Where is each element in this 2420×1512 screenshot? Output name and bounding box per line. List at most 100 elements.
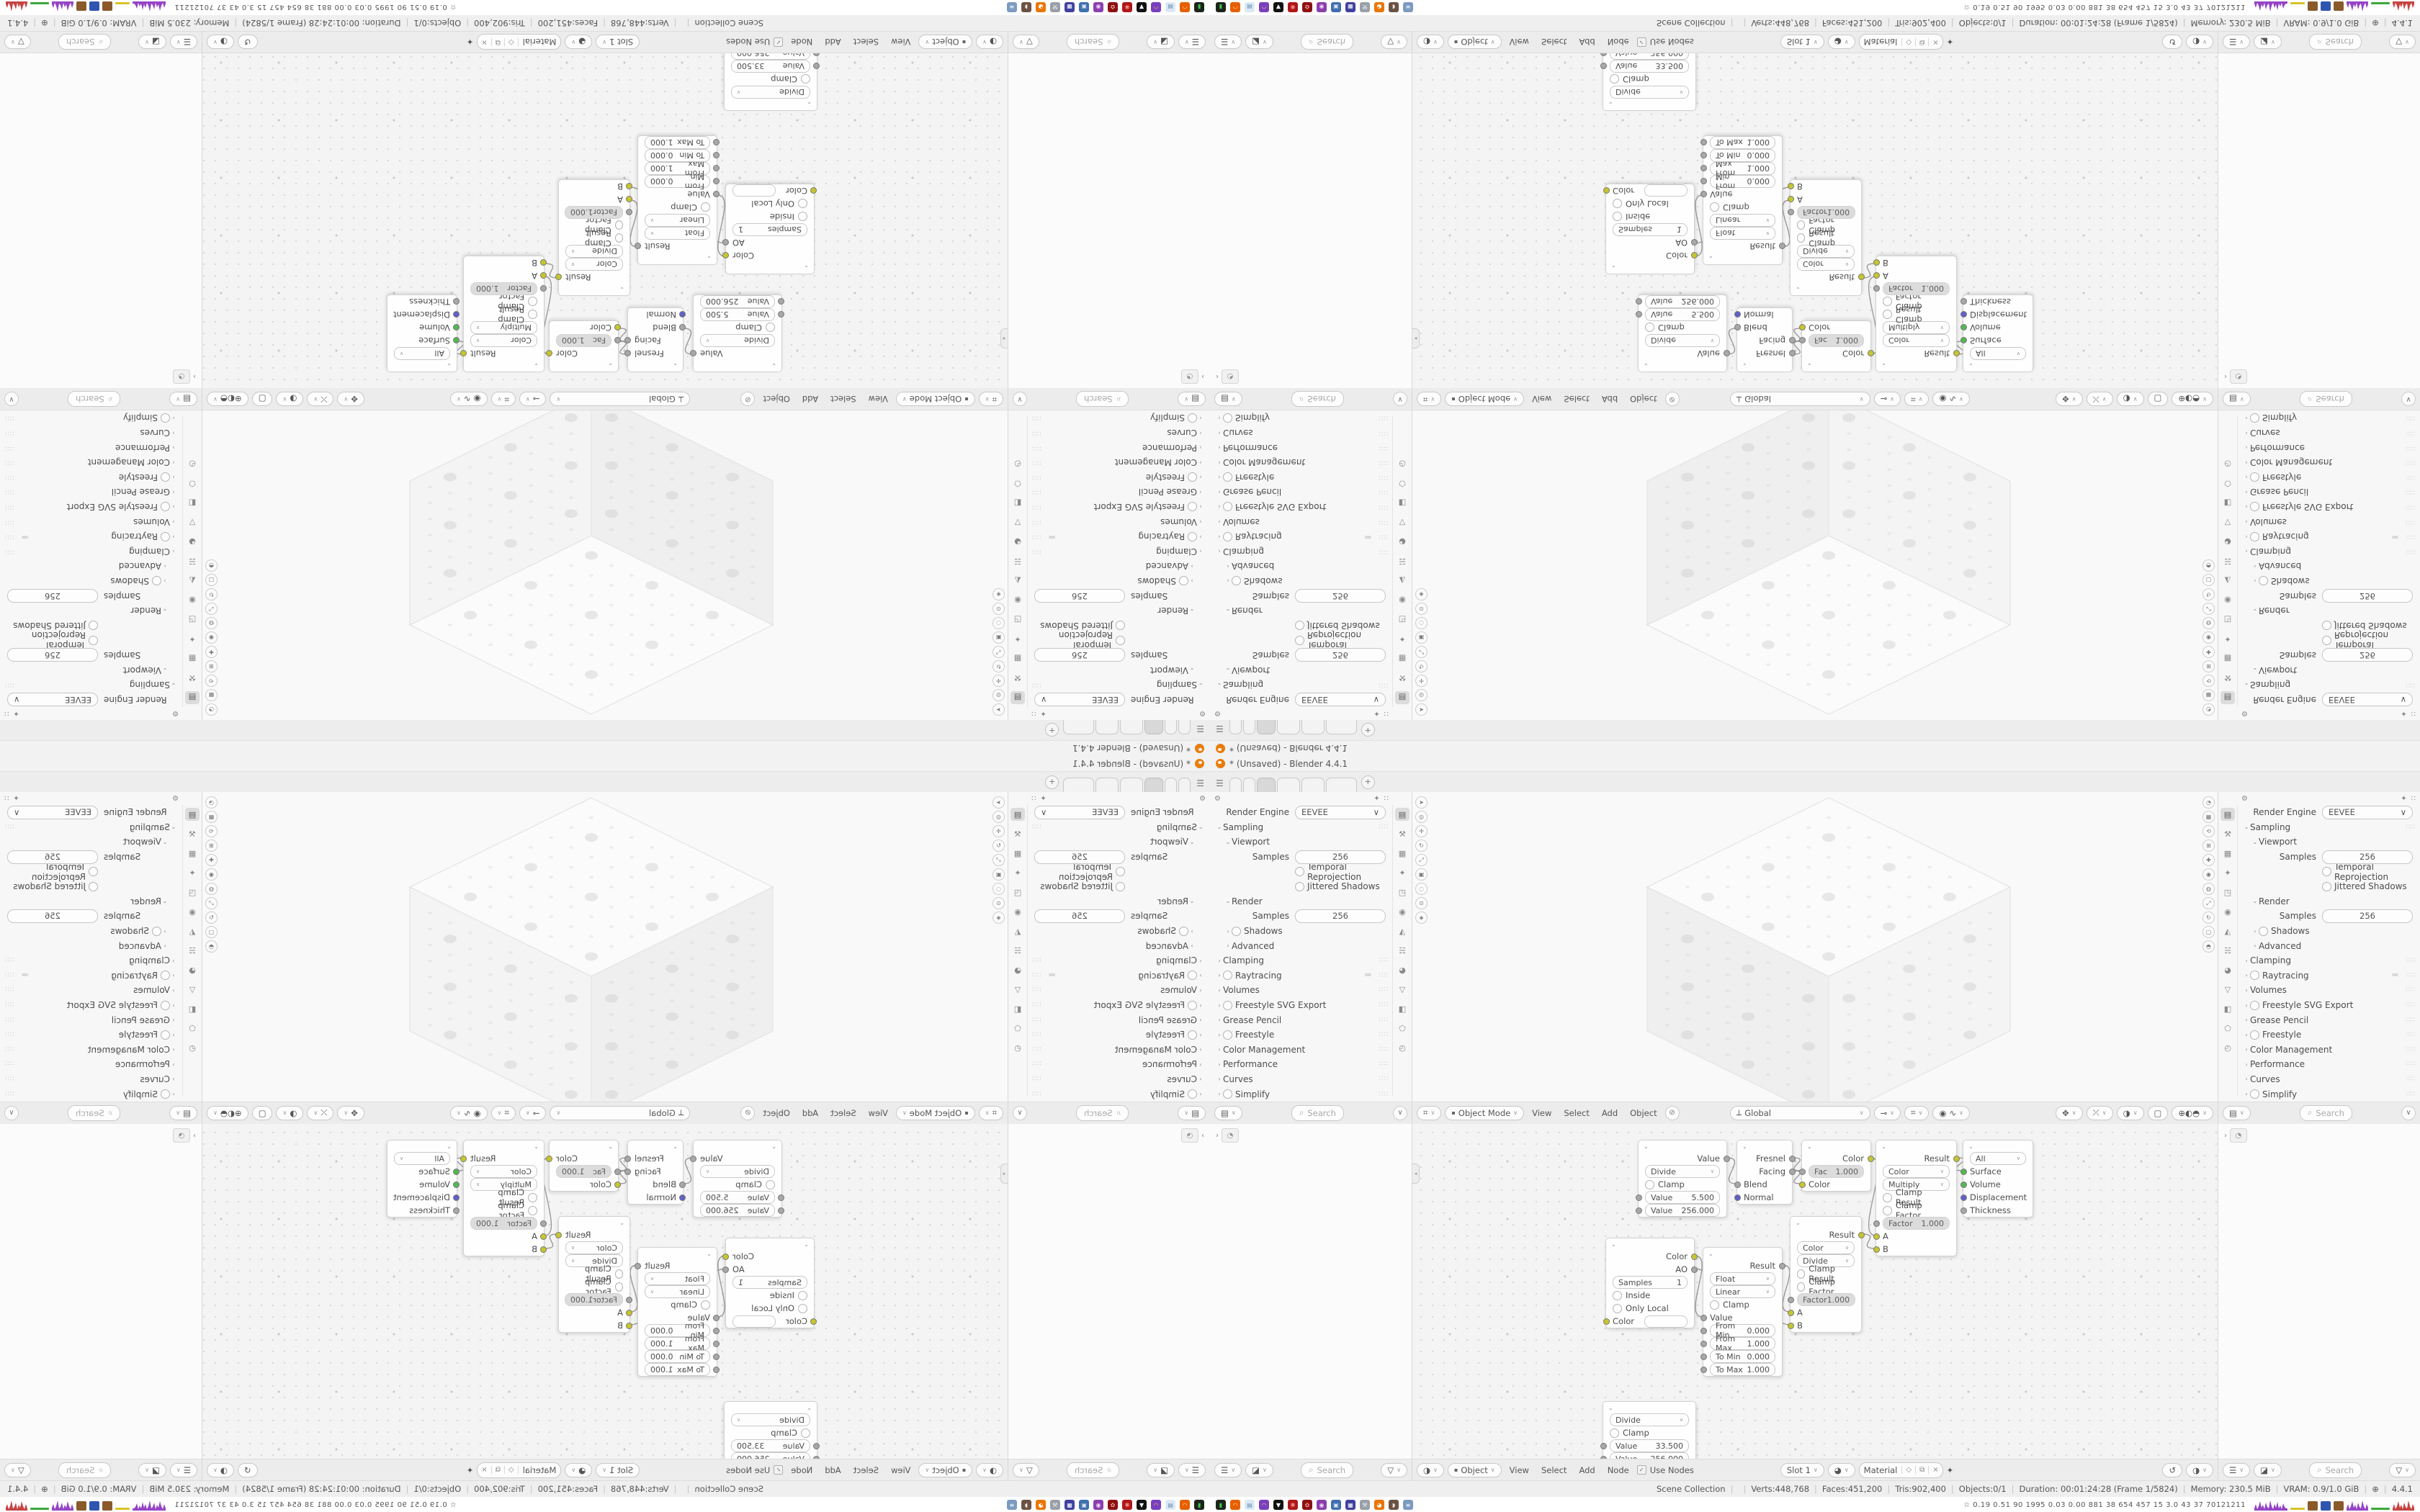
number-field[interactable]: Value 256.000 (1610, 1452, 1689, 1459)
shader-editor[interactable]: ◂ ⌄ Value Divide ∨ Clamp Value 5.500 Value 256.00… (202, 32, 1008, 388)
input-socket[interactable] (813, 1455, 820, 1459)
property-row[interactable]: › Clamping ∷∷ (1210, 953, 1393, 968)
property-row[interactable]: › Shadows (0, 574, 183, 589)
caret-right-icon[interactable]: › (172, 548, 175, 555)
output-socket[interactable] (722, 1266, 730, 1273)
shader-node-invert[interactable]: ⌄ Color Fac 1.000 Color (546, 1140, 622, 1192)
property-row[interactable]: › Volumes ∷∷ (1027, 514, 1210, 529)
node-dropdown[interactable]: Divide ∨ (1797, 1254, 1855, 1267)
caret-right-icon[interactable]: › (2245, 986, 2248, 994)
shader-node-lw[interactable]: ⌄ Fresnel Facing Blend Normal (624, 307, 686, 372)
field-value[interactable]: 256 (1034, 648, 1125, 662)
shader-node-math1[interactable]: ⌄ Value Divide ∨ Clamp Value 5.500 Value 256.000 (690, 294, 785, 372)
shader-node-ao[interactable]: ⌄ Color AO Samples 1 Inside Only Local Color (1603, 1238, 1698, 1328)
output-socket[interactable] (722, 239, 730, 246)
node-checkbox[interactable]: Inside (770, 212, 807, 222)
mode-dropdown[interactable]: ▪ Object Mode ∨ (895, 1105, 975, 1120)
pin-icon[interactable]: ✦ (466, 1464, 474, 1475)
orientation-dropdown[interactable]: ⟂ Global ∨ (1729, 1105, 1870, 1120)
mode-dropdown[interactable]: ▪ Object Mode ∨ (1445, 392, 1525, 407)
number-field[interactable]: Value 5.500 (700, 308, 775, 321)
section-checkbox[interactable] (1179, 576, 1188, 586)
caret-right-icon[interactable]: › (1191, 562, 1193, 570)
property-row[interactable]: › Advanced (1027, 559, 1210, 574)
field-value[interactable]: 256 (1295, 909, 1386, 923)
field-value[interactable]: 256 (1034, 850, 1125, 864)
output-socket[interactable] (690, 1155, 697, 1162)
checkbox[interactable] (89, 635, 98, 645)
vector-app-app-icon[interactable]: ▼ (1273, 2, 1283, 12)
property-row[interactable]: › Simplify ∷∷ (1210, 410, 1393, 426)
outliner-row[interactable]: › ◔ (1210, 369, 1412, 388)
property-row[interactable]: › Raytracing ≔ ∷∷ (2237, 529, 2420, 544)
text-editor-app-icon[interactable]: ▤ (1245, 1500, 1255, 1510)
property-row[interactable]: › Performance ∷∷ (0, 1057, 183, 1072)
node-dropdown[interactable]: Linear ∨ (645, 1285, 710, 1298)
shader-node-mixd[interactable]: ⌄ Result Color ∨ Divide ∨ Clamp Result Clamp Fa… (1787, 179, 1865, 296)
node-dropdown[interactable]: Linear ∨ (1710, 214, 1775, 227)
viewport-menu-view[interactable]: View (868, 394, 888, 405)
property-row[interactable]: › Freestyle SVG Export ∷∷ (0, 998, 183, 1013)
properties-tab-icon[interactable]: ◧ (2223, 498, 2232, 508)
property-row[interactable]: › Grease Pencil ∷∷ (0, 1012, 183, 1027)
properties-tab-icon[interactable]: ◳ (1013, 887, 1022, 897)
property-row[interactable]: Samples 256 (1027, 909, 1210, 924)
property-row[interactable]: › Volumes ∷∷ (2237, 514, 2420, 529)
firefox-app-icon[interactable]: ◠ (1180, 1500, 1190, 1510)
property-row[interactable]: › Simplify ∷∷ (0, 1086, 183, 1102)
node-canvas[interactable]: ◂ ⌄ Value Divide ∨ Clamp Value 5.500 Value 256.00… (1412, 1124, 2218, 1459)
input-socket[interactable] (1700, 165, 1707, 172)
menger-sponge-cube[interactable] (202, 792, 1008, 1102)
color-swatch[interactable] (1644, 184, 1688, 197)
input-socket[interactable] (713, 1340, 720, 1347)
workspace-menu-icon[interactable]: ☰ (1216, 724, 1224, 734)
properties-tab-icon[interactable]: ◭ (1399, 576, 1406, 586)
input-socket[interactable] (1798, 324, 1806, 331)
property-row[interactable]: Samples 256 (0, 588, 183, 603)
checkbox[interactable] (1295, 635, 1304, 645)
property-row[interactable]: › Volumes ∷∷ (1027, 983, 1210, 998)
number-field[interactable]: Factor 1.000 (1797, 206, 1856, 219)
section-checkbox[interactable] (2250, 1089, 2259, 1099)
input-socket[interactable] (1873, 285, 1880, 292)
panel-pulltab-icon[interactable]: ◂ (1412, 1164, 1420, 1184)
section-checkbox[interactable] (1188, 413, 1197, 423)
node-dropdown[interactable]: Color ∨ (1797, 1241, 1855, 1254)
section-checkbox[interactable] (2250, 1030, 2259, 1040)
viewport-canvas[interactable]: ➤ ◎ ✛ ↻ ⤢ ▣ ◌ ⊙ ◈ ◔ ▦ ⟲ ⊞ ✚ ◉ ◍ ⤢ ↻ ▢ ◓ (1412, 792, 2218, 1102)
node-dropdown[interactable]: Divide ∨ (1645, 1165, 1720, 1178)
properties-tab-icon[interactable]: ◴ (2224, 459, 2231, 469)
properties-tab-icon[interactable]: ▽ (189, 984, 196, 994)
render-engine-dropdown[interactable]: EEVEE ∨ (7, 693, 98, 707)
nav-gizmo-icon[interactable]: ◓ (2202, 940, 2215, 953)
search-input[interactable]: ⌕ Search (58, 34, 111, 50)
caret-right-icon[interactable]: › (2245, 1002, 2248, 1009)
input-socket[interactable] (540, 285, 547, 292)
checkbox[interactable] (1295, 867, 1304, 877)
render-engine-dropdown[interactable]: EEVEE ∨ (1295, 805, 1386, 819)
properties-tab-icon[interactable]: ✦ (2224, 634, 2231, 644)
property-row[interactable]: › Color Management ∷∷ (2237, 1043, 2420, 1058)
tool-button-icon[interactable]: ➤ (1415, 796, 1428, 809)
filter-button[interactable]: ▽ ∨ (2389, 35, 2416, 50)
output-socket[interactable] (1723, 1155, 1730, 1162)
shading-toggle[interactable]: ⤫ ∨ (2086, 392, 2113, 407)
shader-node-mixm[interactable]: ⌄ Result Color ∨ Multiply ∨ Clamp Result Clamp … (1873, 256, 1960, 372)
property-row[interactable]: › Raytracing ≔ ∷∷ (1027, 529, 1210, 544)
caret-down-icon[interactable]: ⌄ (1225, 838, 1231, 845)
terminal-app-icon[interactable]: ▮ (1194, 1500, 1204, 1510)
properties-tab-icon[interactable]: ▽ (1014, 518, 1021, 528)
property-row[interactable]: › Clamping ∷∷ (1210, 544, 1393, 559)
property-row[interactable]: › Volumes ∷∷ (0, 983, 183, 998)
properties-tab-icon[interactable]: ⚒ (189, 673, 196, 683)
caret-right-icon[interactable]: › (1218, 1046, 1221, 1053)
number-field[interactable]: Fac 1.000 (556, 1165, 611, 1178)
caret-right-icon[interactable]: › (1199, 548, 1202, 555)
section-checkbox[interactable] (1223, 1030, 1232, 1040)
node-collapse-icon[interactable]: ⌄ (1807, 362, 1812, 369)
node-collapse-icon[interactable]: ⌄ (1742, 362, 1747, 369)
node-collapse-icon[interactable]: ⌄ (771, 362, 776, 369)
caret-down-icon[interactable]: ⌄ (162, 838, 168, 845)
node-dropdown[interactable]: Color ∨ (1797, 258, 1855, 271)
property-row[interactable]: ⌄ Sampling ∷∷ (2237, 678, 2420, 693)
